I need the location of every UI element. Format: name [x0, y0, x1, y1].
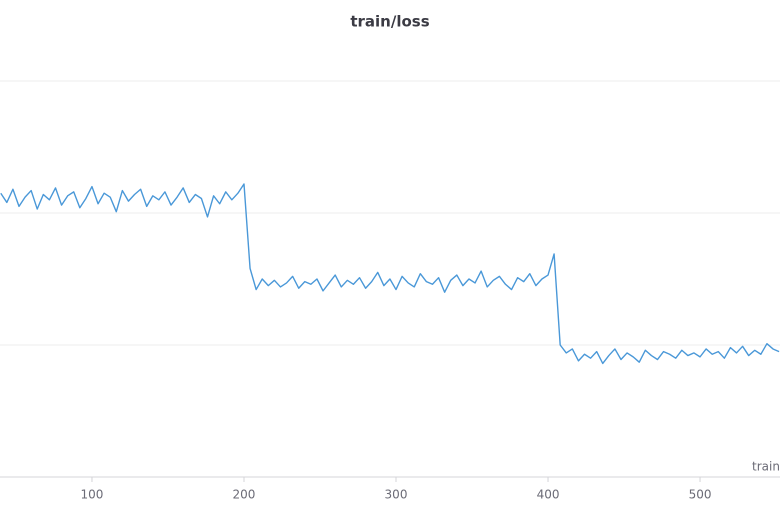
x-tick-label: 500 [689, 488, 712, 502]
chart-title: train/loss [350, 13, 429, 31]
loss-line [0, 183, 780, 365]
x-tick-label: 100 [81, 488, 104, 502]
x-tick-label: 400 [537, 488, 560, 502]
x-tick-label: 300 [385, 488, 408, 502]
x-tick-label: 200 [233, 488, 256, 502]
x-axis-label: train [752, 460, 780, 474]
